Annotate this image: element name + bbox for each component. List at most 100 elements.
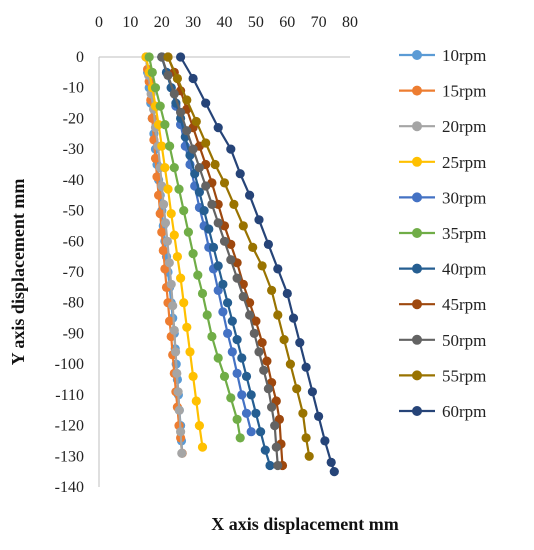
data-point: [226, 255, 236, 265]
y-tick-label: -80: [63, 295, 84, 312]
data-point: [166, 209, 176, 219]
data-point: [155, 101, 165, 111]
data-point: [157, 227, 167, 237]
data-point: [292, 384, 302, 394]
y-tick-label: -140: [55, 479, 84, 496]
legend-item: 20rpm: [399, 117, 486, 136]
data-point: [288, 313, 299, 323]
data-point: [260, 445, 270, 455]
data-point: [295, 338, 305, 348]
data-point: [219, 236, 230, 246]
data-point: [160, 218, 171, 228]
data-point: [229, 199, 239, 209]
legend-item: 30rpm: [399, 188, 486, 207]
x-tick-labels: 0 10 20 30 40 50 60 70 80: [95, 14, 358, 31]
data-point: [191, 116, 201, 127]
data-point: [227, 316, 237, 326]
data-point: [160, 120, 170, 130]
data-point: [188, 371, 198, 381]
data-point: [201, 181, 211, 191]
data-point: [273, 264, 283, 274]
data-point: [270, 421, 280, 431]
legend-label: 55rpm: [442, 366, 486, 385]
data-point: [213, 123, 223, 133]
data-point: [191, 396, 201, 406]
data-point: [273, 460, 283, 471]
data-point: [262, 356, 272, 366]
x-tick-label: 50: [248, 14, 264, 31]
legend-marker: [412, 50, 422, 60]
y-tick-label: -10: [63, 80, 84, 97]
data-point: [254, 347, 264, 357]
legend-marker: [412, 299, 422, 310]
data-point: [207, 199, 217, 209]
x-tick-label: 0: [95, 14, 103, 31]
legend-label: 20rpm: [442, 117, 486, 136]
data-point: [182, 95, 192, 105]
y-tick-label: -30: [63, 141, 84, 158]
y-tick-label: -50: [63, 203, 84, 220]
data-point: [194, 187, 204, 197]
series-group: [141, 52, 339, 477]
series-35rpm: [144, 52, 245, 443]
legend-marker: [412, 192, 422, 203]
data-point: [173, 387, 183, 397]
data-point: [194, 163, 204, 173]
legend-item: 45rpm: [399, 295, 486, 314]
data-point: [201, 98, 211, 108]
data-point: [237, 353, 247, 363]
data-point: [176, 273, 186, 283]
data-point: [326, 457, 336, 467]
data-point: [158, 245, 168, 256]
legend-marker: [412, 334, 422, 345]
data-point: [169, 89, 179, 99]
data-point: [188, 144, 198, 154]
data-point: [232, 335, 242, 345]
data-point: [256, 427, 266, 437]
data-point: [223, 328, 233, 338]
data-point: [182, 126, 192, 136]
data-point: [213, 199, 223, 209]
data-point: [241, 408, 252, 418]
data-point: [169, 163, 179, 173]
data-point: [204, 224, 214, 234]
data-point: [213, 261, 223, 271]
legend-label: 10rpm: [442, 46, 486, 65]
data-point: [285, 359, 295, 369]
data-point: [172, 368, 182, 378]
legend-label: 25rpm: [442, 153, 486, 172]
legend-marker: [412, 121, 422, 132]
data-point: [160, 163, 170, 173]
series-60rpm: [176, 52, 339, 477]
series-line: [166, 56, 284, 466]
x-tick-label: 40: [217, 14, 233, 31]
data-point: [166, 279, 176, 289]
legend-item: 25rpm: [399, 153, 486, 172]
legend-item: 35rpm: [399, 224, 486, 243]
data-point: [257, 338, 267, 348]
data-point: [154, 190, 164, 200]
data-point: [174, 405, 184, 415]
x-tick-label: 20: [154, 14, 170, 31]
data-point: [168, 301, 178, 311]
y-tick-label: -40: [63, 172, 84, 189]
data-point: [188, 249, 198, 259]
legend-item: 10rpm: [399, 46, 486, 65]
legend-marker: [412, 85, 422, 96]
data-point: [201, 138, 211, 148]
legend-label: 30rpm: [442, 188, 486, 207]
legend-label: 45rpm: [442, 295, 486, 314]
data-point: [197, 288, 208, 299]
y-tick-label: -120: [55, 418, 84, 435]
data-point: [223, 298, 233, 308]
legend-item: 50rpm: [399, 331, 486, 350]
data-point: [176, 107, 186, 117]
data-point: [219, 178, 230, 188]
data-point: [164, 258, 174, 268]
data-point: [263, 239, 273, 249]
data-point: [238, 292, 248, 302]
data-point: [245, 310, 255, 320]
data-point: [179, 298, 189, 308]
y-tick-label: -90: [63, 325, 84, 342]
